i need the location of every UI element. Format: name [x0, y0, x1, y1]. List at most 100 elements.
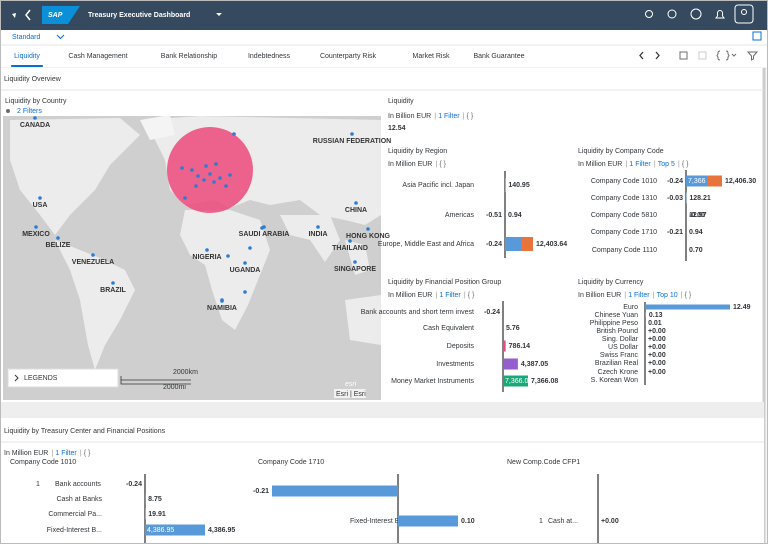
meta-top[interactable]: Top 5	[658, 161, 675, 168]
tab[interactable]: Bank Guarantee	[474, 53, 525, 60]
tab-scroll-buttons[interactable]	[639, 51, 660, 60]
user-icon	[741, 9, 747, 15]
meta-braces[interactable]: { }	[682, 161, 689, 168]
title-menu-arrow[interactable]	[216, 13, 222, 16]
location-dot[interactable]	[111, 281, 115, 285]
location-dot[interactable]	[212, 180, 216, 184]
tab[interactable]: Bank Relationship	[161, 53, 218, 60]
esri-logo: esri	[345, 381, 357, 388]
liquidity-bubble[interactable]	[167, 127, 253, 213]
value-label: 0.01	[648, 320, 662, 327]
share-icon[interactable]	[752, 31, 762, 41]
place-label: CHINA	[345, 207, 367, 214]
location-dot[interactable]	[366, 227, 370, 231]
value-label: 128.21	[689, 195, 711, 202]
location-dot[interactable]	[316, 225, 320, 229]
location-dot[interactable]	[56, 236, 60, 240]
location-dot[interactable]	[33, 116, 37, 120]
meta-filter[interactable]: 1 Filter	[438, 113, 460, 120]
meta-filter[interactable]: 1 Filter	[439, 292, 461, 299]
location-dot[interactable]	[353, 260, 357, 264]
row-label: Chinese Yuan	[595, 312, 639, 319]
app-title[interactable]: Treasury Executive Dashboard	[88, 12, 190, 19]
location-dot[interactable]	[354, 201, 358, 205]
location-dot[interactable]	[243, 290, 247, 294]
location-dot[interactable]	[205, 248, 209, 252]
map-settings-icon[interactable]	[6, 109, 10, 113]
bar[interactable]	[645, 304, 730, 310]
location-dot[interactable]	[248, 246, 252, 250]
tab[interactable]: Market Risk	[413, 53, 450, 60]
value-label: 4,386.95	[208, 527, 235, 534]
save-icon[interactable]	[679, 51, 688, 60]
bar[interactable]	[398, 515, 458, 527]
location-dot[interactable]	[260, 226, 264, 230]
tab[interactable]: Counterparty Risk	[320, 53, 377, 60]
location-dot[interactable]	[350, 132, 354, 136]
inner-bar[interactable]	[503, 375, 528, 387]
location-dot[interactable]	[190, 168, 194, 172]
location-dot[interactable]	[91, 253, 95, 257]
row-label: Cash Equivalent	[423, 325, 474, 332]
location-dot[interactable]	[232, 132, 236, 136]
search-icon[interactable]	[645, 10, 653, 18]
meta-braces[interactable]: { }	[685, 292, 692, 299]
meta-filter[interactable]: 1 Filter	[628, 292, 650, 299]
user-avatar[interactable]	[734, 4, 754, 24]
bar[interactable]	[503, 340, 506, 352]
meta-top[interactable]: Top 10	[657, 292, 678, 299]
tab[interactable]: Liquidity	[14, 53, 40, 60]
location-dot[interactable]	[194, 184, 198, 188]
variant-bar	[0, 30, 768, 45]
location-dot[interactable]	[226, 254, 230, 258]
legend-button[interactable]	[7, 368, 119, 388]
location-dot[interactable]	[38, 196, 42, 200]
inner-bar[interactable]	[686, 175, 708, 187]
shell-bar	[0, 0, 768, 30]
meta-braces[interactable]: { }	[467, 113, 474, 120]
variables-icon[interactable]	[716, 50, 737, 61]
location-dot[interactable]	[214, 162, 218, 166]
location-dot[interactable]	[348, 239, 352, 243]
location-dot[interactable]	[34, 225, 38, 229]
row-label: Brazilian Real	[595, 360, 639, 367]
map-title: Liquidity by Country	[5, 98, 67, 105]
location-dot[interactable]	[202, 178, 206, 182]
location-dot[interactable]	[180, 166, 184, 170]
meta-braces[interactable]: { }	[439, 161, 446, 168]
help-icon[interactable]	[690, 8, 702, 20]
location-dot[interactable]	[228, 173, 232, 177]
place-label: BRAZIL	[100, 287, 126, 294]
inner-bar[interactable]	[505, 237, 522, 251]
value-label: +0.00	[648, 344, 666, 351]
location-dot[interactable]	[224, 184, 228, 188]
map-filters[interactable]: 2 Filters	[17, 108, 42, 115]
bar[interactable]	[272, 485, 398, 497]
meta-braces[interactable]: { }	[84, 450, 91, 457]
meta-filter[interactable]: 1 Filter	[629, 161, 651, 168]
back-button[interactable]	[25, 9, 31, 21]
location-dot[interactable]	[204, 164, 208, 168]
location-dot[interactable]	[208, 172, 212, 176]
bar[interactable]	[503, 358, 518, 370]
location-dot[interactable]	[243, 261, 247, 265]
location-dot[interactable]	[220, 298, 224, 302]
location-dot[interactable]	[183, 196, 187, 200]
notifications-icon[interactable]	[667, 9, 677, 19]
bell-icon[interactable]	[715, 10, 725, 19]
value-label: +0.00	[648, 369, 666, 376]
meta-filter[interactable]: 1 Filter	[55, 450, 77, 457]
row-label: Asia Pacific incl. Japan	[402, 182, 474, 189]
inner-bar[interactable]	[145, 524, 205, 536]
location-dot[interactable]	[196, 174, 200, 178]
variant-name[interactable]: Standard	[12, 34, 41, 41]
variant-chevron[interactable]	[56, 34, 65, 40]
location-dot[interactable]	[218, 176, 222, 180]
meta-braces[interactable]: { }	[468, 292, 475, 299]
bar[interactable]	[645, 312, 646, 318]
sap-logo[interactable]	[42, 6, 80, 24]
tab[interactable]: Cash Management	[68, 53, 127, 60]
filter-icon[interactable]	[746, 51, 759, 61]
tab[interactable]: Indebtedness	[248, 53, 291, 60]
